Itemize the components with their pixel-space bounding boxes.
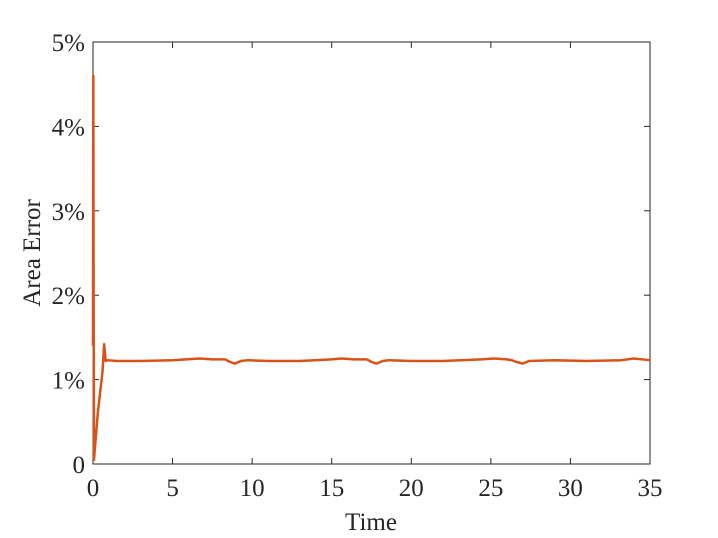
x-axis-label: Time xyxy=(345,509,397,536)
y-tick-label: 3% xyxy=(52,199,85,226)
x-tick-label: 25 xyxy=(478,475,503,502)
x-tick-label: 35 xyxy=(638,475,663,502)
y-tick-label: 5% xyxy=(52,30,85,57)
y-tick-label: 4% xyxy=(52,114,85,141)
y-tick-label: 1% xyxy=(52,368,85,395)
x-tick-label: 20 xyxy=(399,475,424,502)
data-line xyxy=(91,74,651,462)
y-axis-label: Area Error xyxy=(19,199,46,307)
x-tick-label: 5 xyxy=(166,475,179,502)
x-tick-label: 10 xyxy=(240,475,265,502)
x-tick-label: 30 xyxy=(558,475,583,502)
y-tick-label: 0 xyxy=(73,452,86,479)
y-tick-label: 2% xyxy=(52,283,85,310)
x-tick-label: 15 xyxy=(319,475,344,502)
x-tick-label: 0 xyxy=(87,475,100,502)
plot-frame xyxy=(92,41,651,465)
